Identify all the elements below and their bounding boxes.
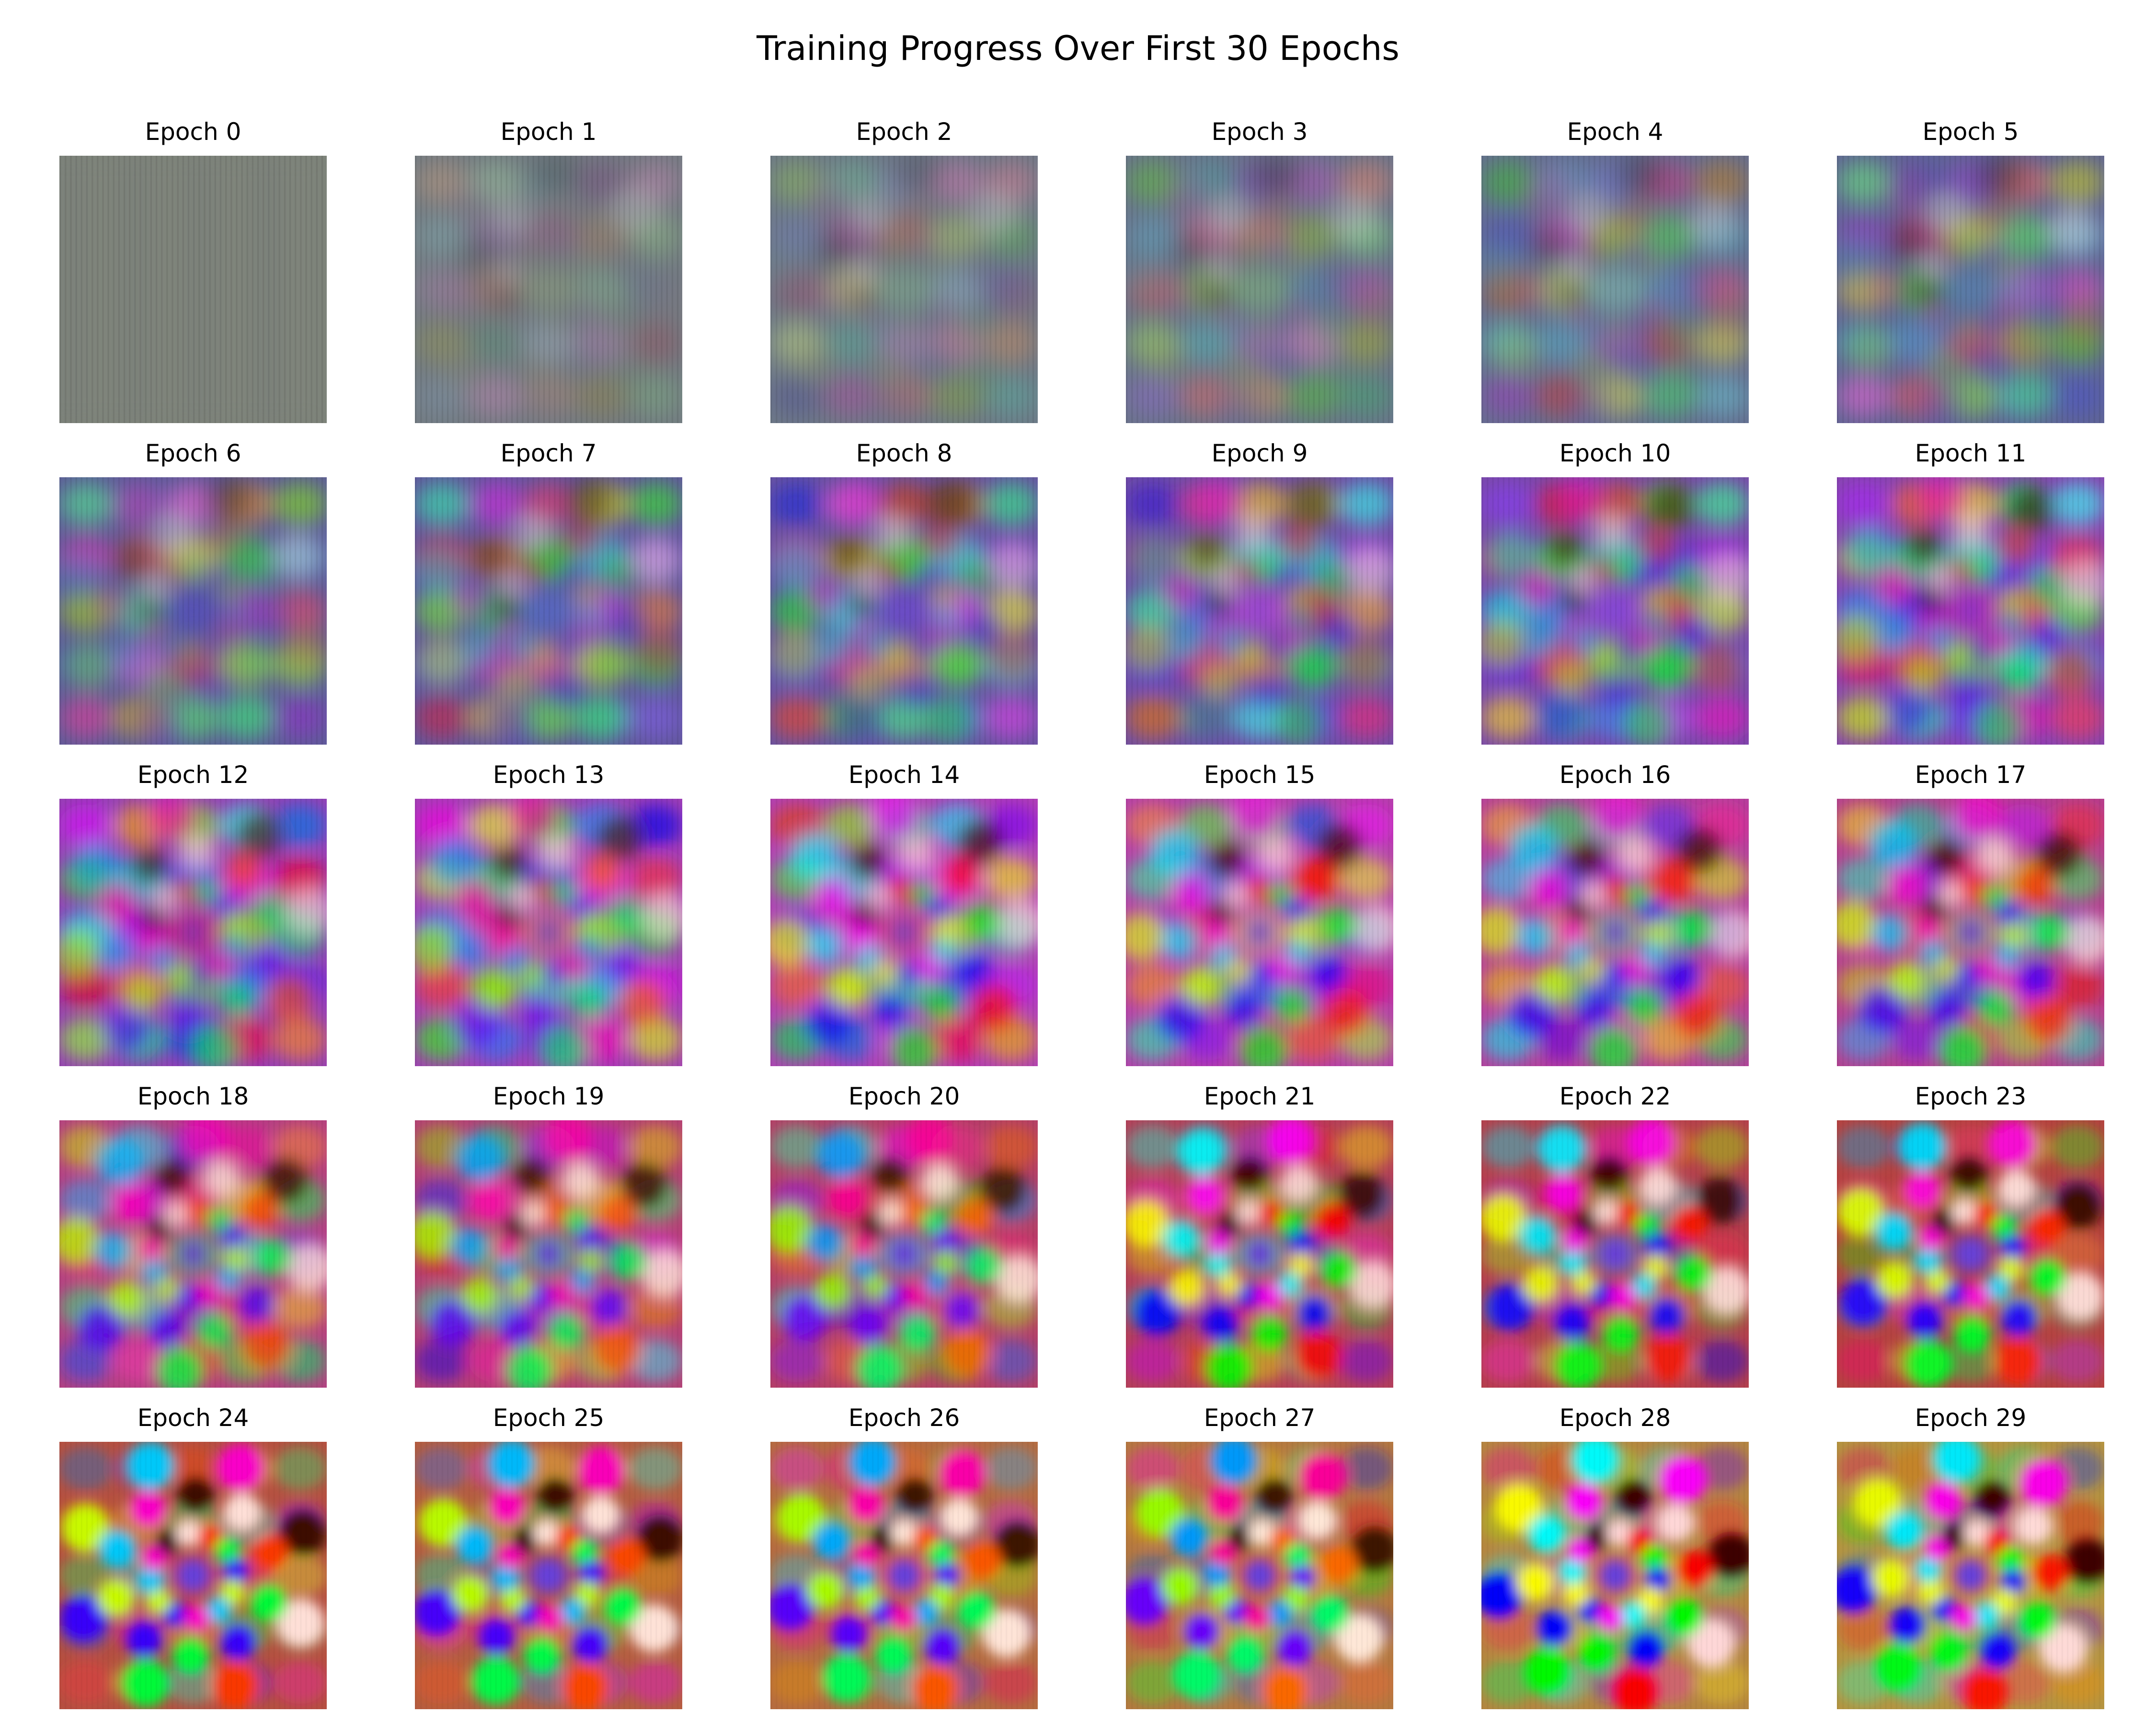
epoch-panel-title: Epoch 24 — [137, 1404, 249, 1432]
epoch-panel-title: Epoch 28 — [1559, 1404, 1671, 1432]
epoch-panel-title: Epoch 19 — [493, 1082, 605, 1110]
epoch-generated-image — [1481, 477, 1749, 745]
epoch-panel-title: Epoch 26 — [848, 1404, 960, 1432]
epoch-panel-title: Epoch 8 — [856, 439, 952, 467]
epoch-panel-title: Epoch 20 — [848, 1082, 960, 1110]
epoch-panel-title: Epoch 10 — [1559, 439, 1671, 467]
epoch-panel-title: Epoch 27 — [1204, 1404, 1316, 1432]
figure-title: Training Progress Over First 30 Epochs — [757, 29, 1399, 68]
epoch-panel-title: Epoch 5 — [1922, 118, 2019, 146]
epoch-generated-image — [1481, 1120, 1749, 1388]
epoch-panel-title: Epoch 4 — [1567, 118, 1663, 146]
epoch-panel-title: Epoch 25 — [493, 1404, 605, 1432]
epoch-panel-title: Epoch 15 — [1204, 761, 1316, 789]
epoch-generated-image — [1126, 477, 1393, 745]
epoch-panel-title: Epoch 11 — [1915, 439, 2027, 467]
epoch-generated-image — [415, 799, 682, 1066]
epoch-generated-image — [1837, 799, 2104, 1066]
epoch-panel-title: Epoch 2 — [856, 118, 952, 146]
epoch-panel-title: Epoch 22 — [1559, 1082, 1671, 1110]
epoch-panel-title: Epoch 23 — [1915, 1082, 2027, 1110]
epoch-generated-image — [1837, 477, 2104, 745]
epoch-generated-image — [415, 477, 682, 745]
epoch-generated-image — [1481, 1442, 1749, 1709]
epoch-generated-image — [1126, 1120, 1393, 1388]
epoch-panel-title: Epoch 17 — [1915, 761, 2027, 789]
epoch-panel-title: Epoch 29 — [1915, 1404, 2027, 1432]
epoch-generated-image — [415, 156, 682, 423]
epoch-generated-image — [1837, 1442, 2104, 1709]
epoch-generated-image — [1481, 156, 1749, 423]
epoch-panel-title: Epoch 3 — [1211, 118, 1308, 146]
epoch-panel-title: Epoch 18 — [137, 1082, 249, 1110]
epoch-generated-image — [770, 477, 1038, 745]
epoch-generated-image — [1126, 799, 1393, 1066]
epoch-generated-image — [59, 1120, 327, 1388]
epoch-generated-image — [59, 799, 327, 1066]
epoch-generated-image — [1126, 1442, 1393, 1709]
epoch-generated-image — [59, 1442, 327, 1709]
epoch-panel-title: Epoch 9 — [1211, 439, 1308, 467]
epoch-generated-image — [770, 1442, 1038, 1709]
epoch-generated-image — [1837, 156, 2104, 423]
epoch-generated-image — [770, 156, 1038, 423]
epoch-generated-image — [770, 1120, 1038, 1388]
epoch-panel-title: Epoch 6 — [145, 439, 241, 467]
epoch-panel-title: Epoch 14 — [848, 761, 960, 789]
epoch-generated-image — [770, 799, 1038, 1066]
epoch-generated-image — [1481, 799, 1749, 1066]
epoch-panel-title: Epoch 13 — [493, 761, 605, 789]
epoch-panel-title: Epoch 16 — [1559, 761, 1671, 789]
epoch-panel-title: Epoch 1 — [500, 118, 597, 146]
epoch-generated-image — [415, 1120, 682, 1388]
epoch-generated-image — [59, 156, 327, 423]
epoch-panel-title: Epoch 12 — [137, 761, 249, 789]
epoch-generated-image — [415, 1442, 682, 1709]
epoch-generated-image — [59, 477, 327, 745]
epoch-panel-title: Epoch 21 — [1204, 1082, 1316, 1110]
epoch-panel-title: Epoch 7 — [500, 439, 597, 467]
epoch-generated-image — [1126, 156, 1393, 423]
epoch-panel-title: Epoch 0 — [145, 118, 241, 146]
epoch-generated-image — [1837, 1120, 2104, 1388]
